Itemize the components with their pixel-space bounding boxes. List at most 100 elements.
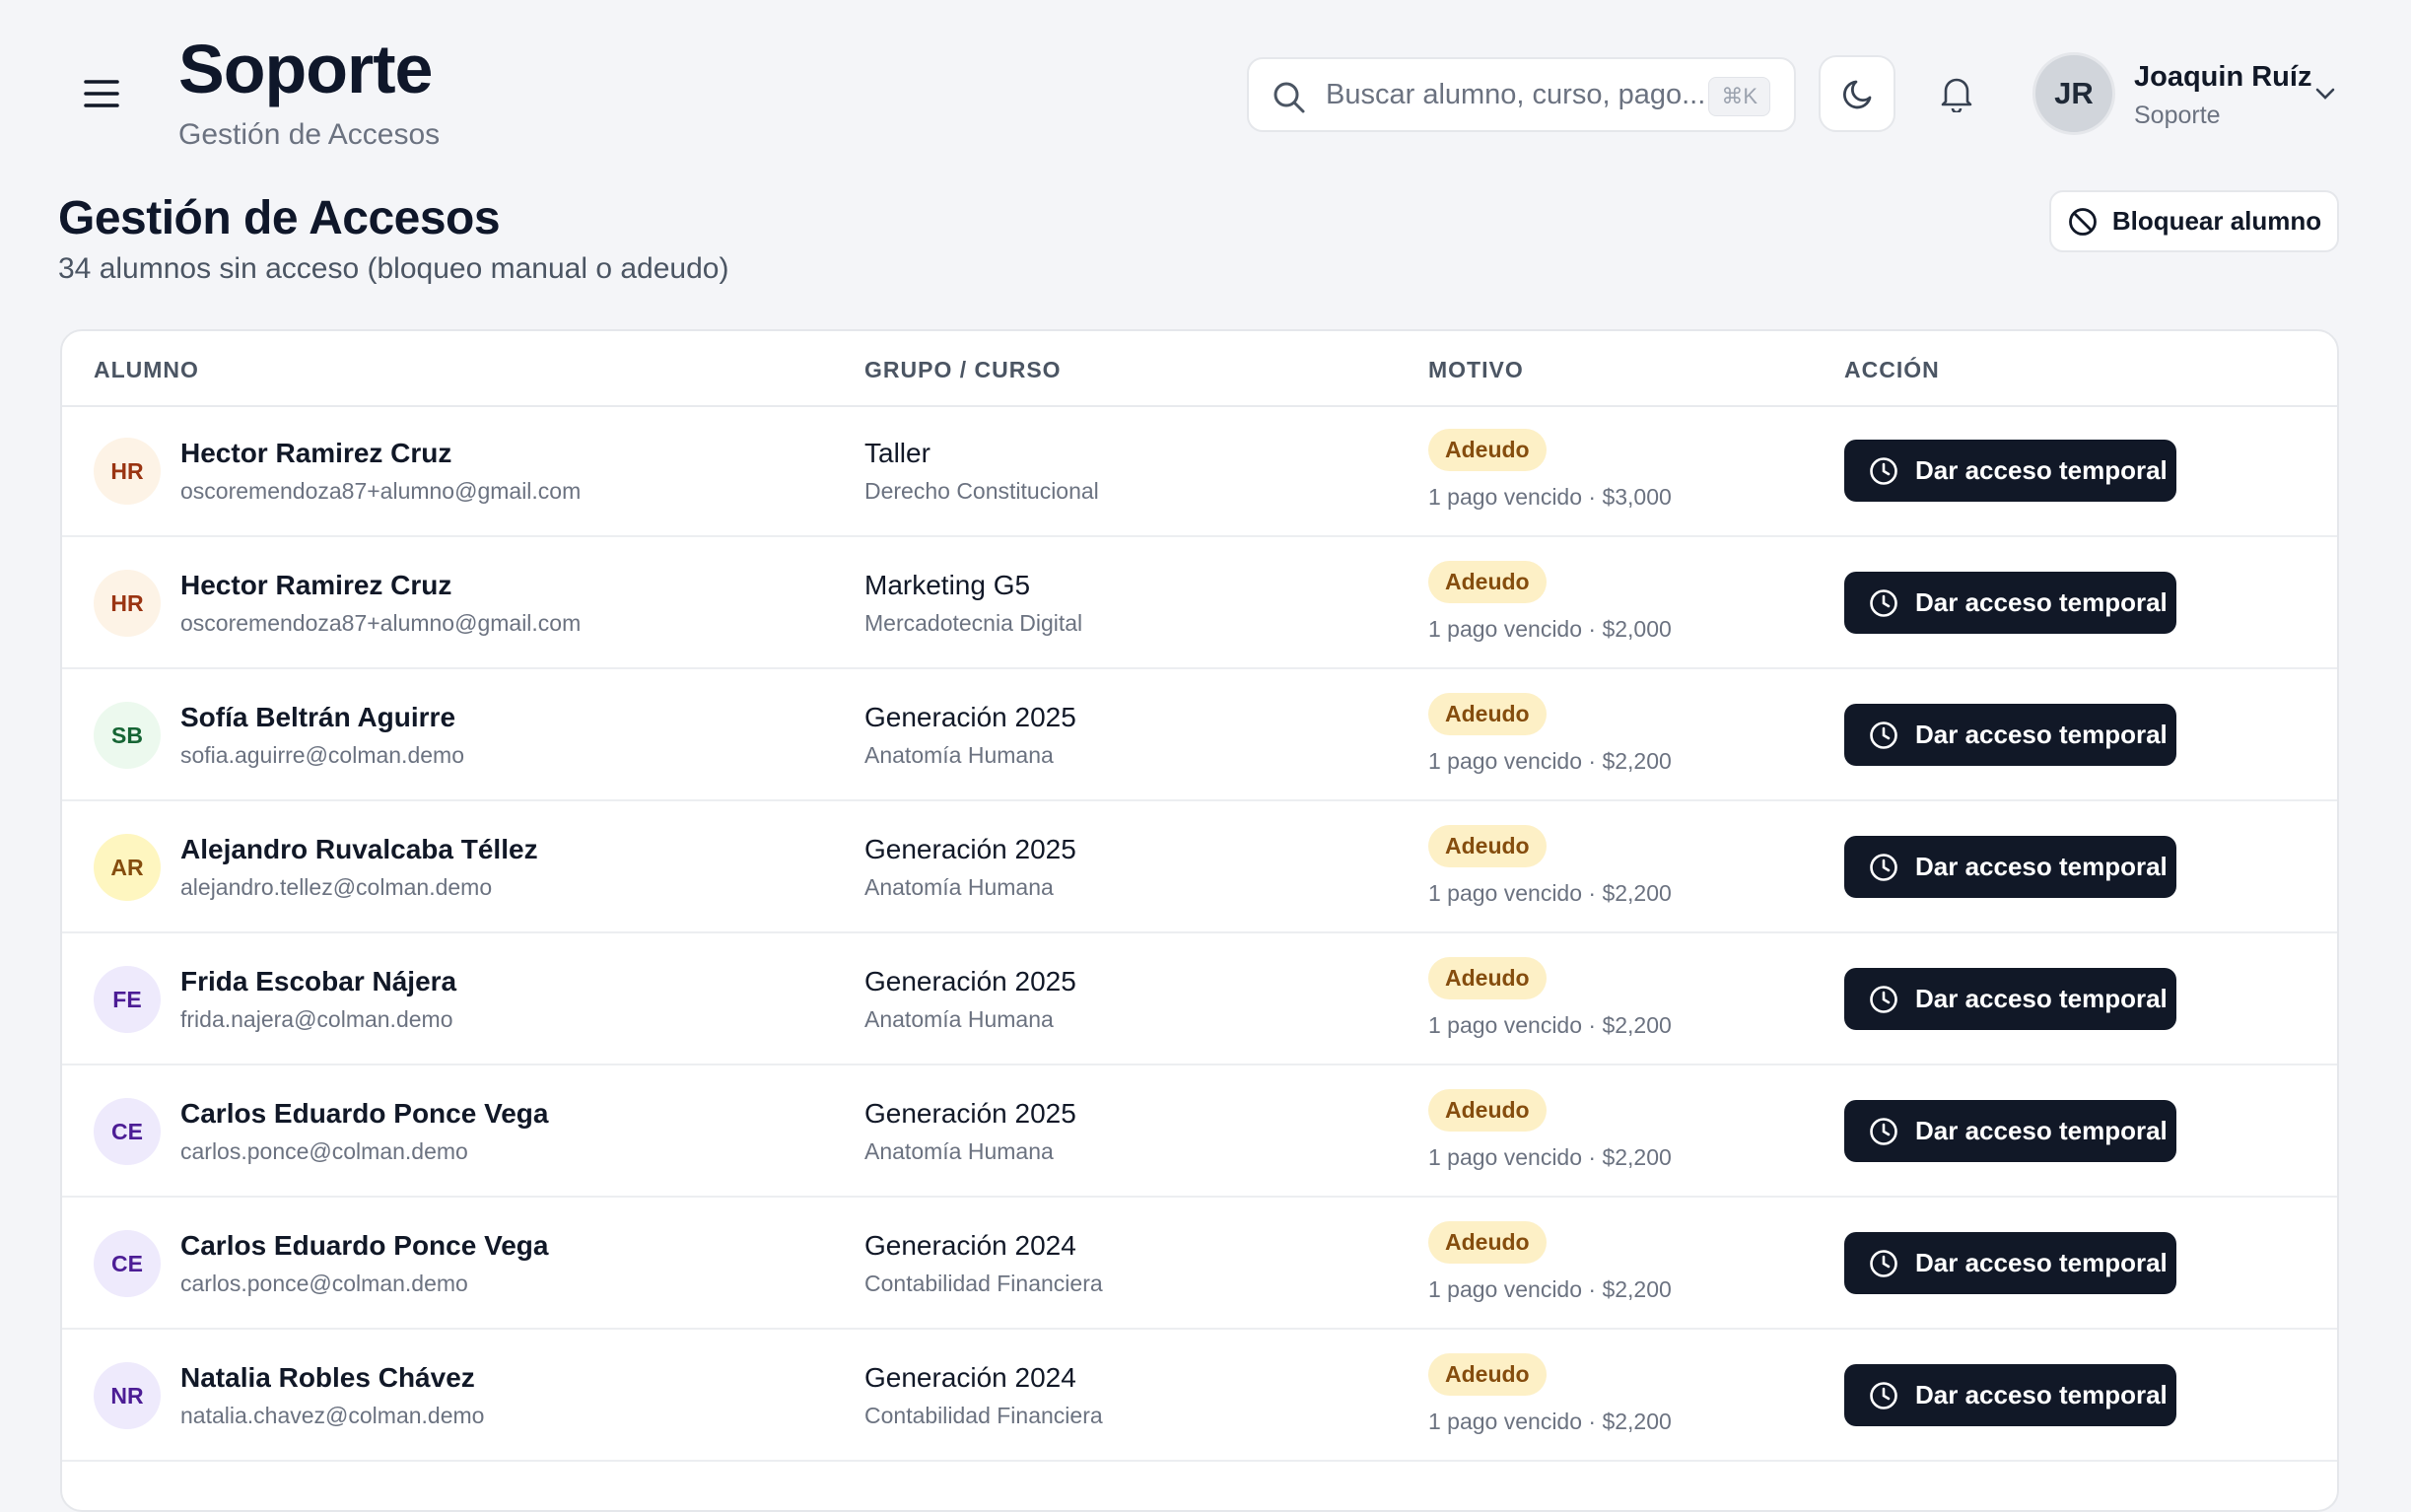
grant-access-button[interactable]: Dar acceso temporal bbox=[1844, 1364, 2176, 1426]
student-email: oscoremendoza87+alumno@gmail.com bbox=[180, 610, 582, 636]
grant-access-label: Dar acceso temporal bbox=[1915, 1116, 2168, 1145]
access-table: ALUMNO GRUPO / CURSO MOTIVO ACCIÓN HR Hector… bbox=[60, 329, 2339, 1512]
theme-toggle[interactable] bbox=[1819, 55, 1895, 132]
grant-access-button[interactable]: Dar acceso temporal bbox=[1844, 1232, 2176, 1294]
reason-badge: Adeudo bbox=[1428, 1089, 1547, 1132]
column-header: GRUPO / CURSO bbox=[864, 357, 1062, 382]
course-name: Contabilidad Financiera bbox=[864, 1403, 1103, 1428]
table-row: CE Carlos Eduardo Ponce Vega carlos.ponce@… bbox=[62, 1198, 2337, 1330]
grant-access-label: Dar acceso temporal bbox=[1915, 1380, 2168, 1409]
reason-badge: Adeudo bbox=[1428, 825, 1547, 867]
clock-icon bbox=[1870, 1249, 1897, 1277]
notifications-button[interactable] bbox=[1940, 75, 1973, 112]
user-avatar[interactable]: JR bbox=[2032, 52, 2115, 135]
student-email: oscoremendoza87+alumno@gmail.com bbox=[180, 478, 582, 504]
student-avatar: NR bbox=[94, 1362, 161, 1429]
clock-icon bbox=[1870, 1381, 1897, 1409]
reason-detail: 1 pago vencido · $2,200 bbox=[1428, 748, 1672, 774]
course-name: Contabilidad Financiera bbox=[864, 1271, 1103, 1296]
reason-badge: Adeudo bbox=[1428, 1353, 1547, 1396]
student-email: frida.najera@colman.demo bbox=[180, 1006, 453, 1032]
search-box[interactable]: Buscar alumno, curso, pago... ⌘K bbox=[1247, 57, 1796, 132]
clock-icon bbox=[1870, 985, 1897, 1013]
grant-access-button[interactable]: Dar acceso temporal bbox=[1844, 1100, 2176, 1162]
page: Soporte {"header": {"title": "Soporte", … bbox=[58, 31, 2339, 1512]
student-email: alejandro.tellez@colman.demo bbox=[180, 874, 493, 900]
group-name: Generación 2025 bbox=[864, 966, 1076, 997]
clock-icon bbox=[1870, 588, 1897, 617]
grant-access-label: Dar acceso temporal bbox=[1915, 984, 2168, 1013]
search-icon bbox=[1274, 82, 1305, 113]
student-avatar: AR bbox=[94, 834, 161, 901]
table-row: CE Carlos Eduardo Ponce Vega carlos.ponce@… bbox=[62, 1065, 2337, 1198]
group-name: Marketing G5 bbox=[864, 570, 1031, 600]
reason-detail: 1 pago vencido · $2,200 bbox=[1428, 880, 1672, 906]
course-name: Derecho Constitucional bbox=[864, 478, 1099, 504]
student-avatar: FE bbox=[94, 966, 161, 1033]
column-header: ALUMNO bbox=[94, 357, 199, 382]
app: Soporte Gestión de Accesos Buscar alumno… bbox=[58, 31, 2339, 1512]
reason-detail: 1 pago vencido · $2,200 bbox=[1428, 1276, 1672, 1302]
course-name: Anatomía Humana bbox=[864, 1138, 1054, 1164]
student-name: Sofía Beltrán Aguirre bbox=[180, 702, 456, 732]
page-subtitle: 34 alumnos sin acceso (bloqueo manual o … bbox=[58, 252, 729, 285]
reason-detail: 1 pago vencido · $2,200 bbox=[1428, 1012, 1672, 1038]
student-email: natalia.chavez@colman.demo bbox=[180, 1403, 485, 1428]
grant-access-button[interactable]: Dar acceso temporal bbox=[1844, 440, 2176, 502]
search-placeholder: Buscar alumno, curso, pago... bbox=[1326, 79, 1706, 110]
course-name: Mercadotecnia Digital bbox=[864, 610, 1083, 636]
clock-icon bbox=[1870, 721, 1897, 749]
student-name: Natalia Robles Chávez bbox=[180, 1362, 475, 1393]
student-avatar: HR bbox=[94, 570, 161, 637]
grant-access-button[interactable]: Dar acceso temporal bbox=[1844, 704, 2176, 766]
table-row: HR Hector Ramirez Cruz oscoremendoza87+alu… bbox=[62, 537, 2337, 669]
student-email: carlos.ponce@colman.demo bbox=[180, 1138, 468, 1164]
block-icon bbox=[2068, 207, 2097, 236]
app-title: Soporte bbox=[178, 31, 433, 107]
course-name: Anatomía Humana bbox=[864, 742, 1054, 768]
user-menu-chevron[interactable] bbox=[2314, 87, 2336, 101]
app-subtitle: Gestión de Accesos bbox=[178, 118, 441, 151]
grant-access-label: Dar acceso temporal bbox=[1915, 1248, 2168, 1277]
search-shortcut: ⌘K bbox=[1708, 77, 1770, 116]
reason-badge: Adeudo bbox=[1428, 693, 1547, 735]
student-name: Carlos Eduardo Ponce Vega bbox=[180, 1098, 549, 1129]
reason-badge: Adeudo bbox=[1428, 1221, 1547, 1264]
table-row: HR Hector Ramirez Cruz oscoremendoza87+alu… bbox=[62, 405, 2337, 537]
table-row: SB Sofía Beltrán Aguirre sofia.aguirre@col… bbox=[62, 669, 2337, 801]
reason-badge: Adeudo bbox=[1428, 561, 1547, 603]
column-header: MOTIVO bbox=[1428, 357, 1524, 382]
student-name: Hector Ramirez Cruz bbox=[180, 570, 452, 600]
grant-access-label: Dar acceso temporal bbox=[1915, 587, 2168, 617]
grant-access-button[interactable]: Dar acceso temporal bbox=[1844, 968, 2176, 1030]
grant-access-button[interactable]: Dar acceso temporal bbox=[1844, 572, 2176, 634]
table-row: AR Alejandro Ruvalcaba Téllez alejandro.te… bbox=[62, 801, 2337, 933]
block-student-button[interactable]: Bloquear alumno bbox=[2049, 190, 2339, 252]
group-name: Generación 2025 bbox=[864, 702, 1076, 732]
student-email: carlos.ponce@colman.demo bbox=[180, 1271, 468, 1296]
reason-detail: 1 pago vencido · $2,000 bbox=[1428, 616, 1672, 642]
moon-icon bbox=[1843, 80, 1872, 109]
student-avatar: HR bbox=[94, 438, 161, 505]
student-avatar: SB bbox=[94, 702, 161, 769]
student-avatar: CE bbox=[94, 1230, 161, 1297]
course-name: Anatomía Humana bbox=[864, 874, 1054, 900]
table-row: NR Natalia Robles Chávez natalia.chavez@co… bbox=[62, 1330, 2337, 1462]
student-name: Hector Ramirez Cruz bbox=[180, 438, 452, 468]
reason-badge: Adeudo bbox=[1428, 429, 1547, 471]
column-header: ACCIÓN bbox=[1844, 357, 1940, 382]
user-role: Soporte bbox=[2134, 102, 2221, 129]
block-student-label: Bloquear alumno bbox=[2111, 206, 2322, 236]
group-name: Generación 2024 bbox=[864, 1230, 1076, 1261]
reason-detail: 1 pago vencido · $2,200 bbox=[1428, 1409, 1672, 1434]
grant-access-label: Dar acceso temporal bbox=[1915, 720, 2168, 749]
group-name: Generación 2025 bbox=[864, 834, 1076, 864]
grant-access-button[interactable]: Dar acceso temporal bbox=[1844, 836, 2176, 898]
student-name: Alejandro Ruvalcaba Téllez bbox=[180, 834, 538, 864]
group-name: Generación 2025 bbox=[864, 1098, 1076, 1129]
table-row: FE Frida Escobar Nájera frida.najera@colma… bbox=[62, 933, 2337, 1065]
student-name: Frida Escobar Nájera bbox=[180, 966, 457, 997]
course-name: Anatomía Humana bbox=[864, 1006, 1054, 1032]
menu-button[interactable] bbox=[84, 79, 119, 108]
student-name: Carlos Eduardo Ponce Vega bbox=[180, 1230, 549, 1261]
